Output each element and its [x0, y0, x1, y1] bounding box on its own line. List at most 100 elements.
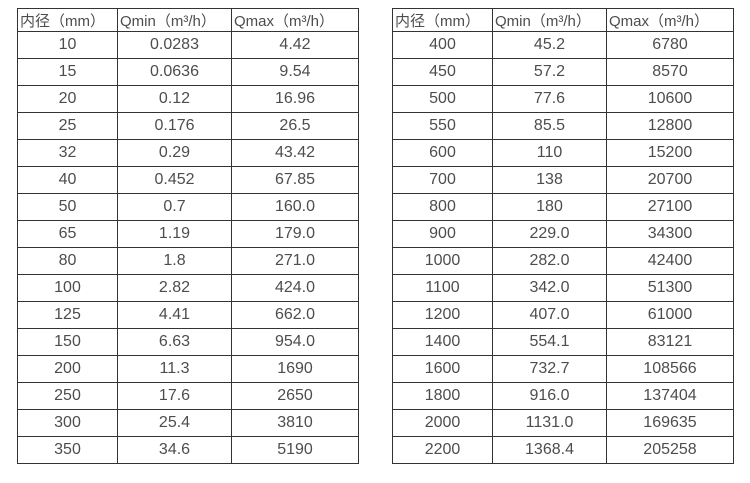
table-cell: 110	[492, 139, 607, 167]
table-cell: 43.42	[231, 139, 359, 167]
table-row: 400 45.2 6780	[392, 31, 734, 59]
table-row: 700 138 20700	[392, 166, 734, 194]
table-cell: 25.4	[117, 409, 232, 437]
table-row: 40 0.452 67.85	[17, 166, 359, 194]
table-cell: 100	[17, 274, 118, 302]
table-cell: 85.5	[492, 112, 607, 140]
table-cell: 169635	[606, 409, 734, 437]
table-cell: 8570	[606, 58, 734, 86]
table-row: 900 229.0 34300	[392, 220, 734, 248]
table-cell: 51300	[606, 274, 734, 302]
table-cell: 179.0	[231, 220, 359, 248]
table-cell: 1.8	[117, 247, 232, 275]
table-cell: 9.54	[231, 58, 359, 86]
column-header: 内径（mm）	[17, 8, 118, 32]
table-cell: 916.0	[492, 382, 607, 410]
table-cell: 20	[17, 85, 118, 113]
table-cell: 205258	[606, 436, 734, 464]
table-cell: 554.1	[492, 328, 607, 356]
table-row: 10 0.0283 4.42	[17, 31, 359, 59]
table-cell: 200	[17, 355, 118, 383]
table-row: 2200 1368.4 205258	[392, 436, 734, 464]
flow-table-large-diameters: 内径（mm） Qmin（m³/h） Qmax（m³/h） 400 45.2 6780 450…	[392, 8, 734, 464]
table-cell: 0.0636	[117, 58, 232, 86]
table-cell: 0.452	[117, 166, 232, 194]
table-row: 125 4.41 662.0	[17, 301, 359, 329]
table-cell: 34.6	[117, 436, 232, 464]
table-row: 25 0.176 26.5	[17, 112, 359, 140]
table-cell: 15200	[606, 139, 734, 167]
table-cell: 11.3	[117, 355, 232, 383]
table-cell: 20700	[606, 166, 734, 194]
table-cell: 108566	[606, 355, 734, 383]
table-row: 200 11.3 1690	[17, 355, 359, 383]
table-cell: 125	[17, 301, 118, 329]
table-cell: 26.5	[231, 112, 359, 140]
table-cell: 6.63	[117, 328, 232, 356]
header-row: 内径（mm） Qmin（m³/h） Qmax（m³/h）	[17, 8, 359, 32]
table-cell: 45.2	[492, 31, 607, 59]
table-cell: 61000	[606, 301, 734, 329]
column-header: Qmax（m³/h）	[231, 8, 359, 32]
table-row: 50 0.7 160.0	[17, 193, 359, 221]
table-cell: 500	[392, 85, 493, 113]
table-cell: 34300	[606, 220, 734, 248]
table-cell: 25	[17, 112, 118, 140]
column-header: Qmax（m³/h）	[606, 8, 734, 32]
table-cell: 350	[17, 436, 118, 464]
table-row: 300 25.4 3810	[17, 409, 359, 437]
table-cell: 160.0	[231, 193, 359, 221]
table-row: 500 77.6 10600	[392, 85, 734, 113]
table-cell: 229.0	[492, 220, 607, 248]
table-cell: 12800	[606, 112, 734, 140]
table-cell: 180	[492, 193, 607, 221]
table-cell: 42400	[606, 247, 734, 275]
table-cell: 77.6	[492, 85, 607, 113]
table-row: 65 1.19 179.0	[17, 220, 359, 248]
table-cell: 550	[392, 112, 493, 140]
table-row: 350 34.6 5190	[17, 436, 359, 464]
table-row: 15 0.0636 9.54	[17, 58, 359, 86]
table-cell: 662.0	[231, 301, 359, 329]
table-row: 150 6.63 954.0	[17, 328, 359, 356]
column-header: 内径（mm）	[392, 8, 493, 32]
table-cell: 27100	[606, 193, 734, 221]
table-cell: 1131.0	[492, 409, 607, 437]
table-cell: 1100	[392, 274, 493, 302]
table-cell: 424.0	[231, 274, 359, 302]
table-cell: 10600	[606, 85, 734, 113]
table-row: 550 85.5 12800	[392, 112, 734, 140]
table-cell: 1200	[392, 301, 493, 329]
table-cell: 3810	[231, 409, 359, 437]
column-header: Qmin（m³/h）	[117, 8, 232, 32]
header-row: 内径（mm） Qmin（m³/h） Qmax（m³/h）	[392, 8, 734, 32]
table-cell: 300	[17, 409, 118, 437]
table-cell: 954.0	[231, 328, 359, 356]
table-row: 80 1.8 271.0	[17, 247, 359, 275]
table-cell: 2650	[231, 382, 359, 410]
table-cell: 407.0	[492, 301, 607, 329]
table-cell: 282.0	[492, 247, 607, 275]
table-cell: 0.7	[117, 193, 232, 221]
table-cell: 50	[17, 193, 118, 221]
table-cell: 40	[17, 166, 118, 194]
table-cell: 400	[392, 31, 493, 59]
table-row: 250 17.6 2650	[17, 382, 359, 410]
flow-table-small-diameters: 内径（mm） Qmin（m³/h） Qmax（m³/h） 10 0.0283 4.42 15…	[17, 8, 359, 464]
table-cell: 10	[17, 31, 118, 59]
table-row: 1400 554.1 83121	[392, 328, 734, 356]
table-cell: 17.6	[117, 382, 232, 410]
table-cell: 6780	[606, 31, 734, 59]
table-cell: 600	[392, 139, 493, 167]
table-row: 1200 407.0 61000	[392, 301, 734, 329]
table-cell: 57.2	[492, 58, 607, 86]
table-cell: 4.42	[231, 31, 359, 59]
table-cell: 732.7	[492, 355, 607, 383]
table-cell: 342.0	[492, 274, 607, 302]
table-cell: 1.19	[117, 220, 232, 248]
table-cell: 800	[392, 193, 493, 221]
table-cell: 0.12	[117, 85, 232, 113]
table-cell: 15	[17, 58, 118, 86]
table-row: 100 2.82 424.0	[17, 274, 359, 302]
